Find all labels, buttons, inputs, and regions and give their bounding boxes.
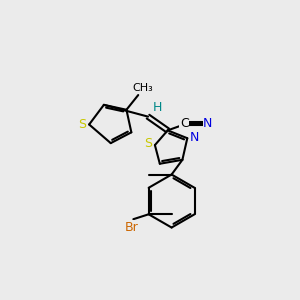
Text: S: S [78, 118, 86, 131]
Text: N: N [190, 131, 199, 144]
Text: Br: Br [124, 220, 138, 233]
Text: CH₃: CH₃ [133, 83, 154, 93]
Text: C: C [180, 117, 189, 130]
Text: H: H [153, 101, 163, 114]
Text: N: N [203, 117, 213, 130]
Text: S: S [144, 136, 152, 150]
